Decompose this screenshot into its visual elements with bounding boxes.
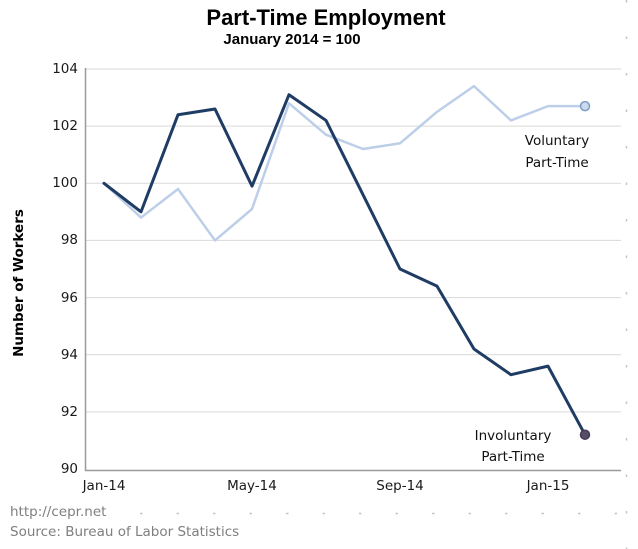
x-tick-label-sep-14: Sep-14 [376, 478, 424, 494]
chart-title: Part-Time Employment [206, 5, 446, 30]
series-label-involuntary-line2: Part-Time [481, 449, 545, 465]
y-tick-label-102: 102 [52, 118, 78, 135]
y-tick-label-90: 90 [60, 461, 78, 477]
y-tick-label-104: 104 [52, 61, 78, 77]
footer-source: Source: Bureau of Labor Statistics [10, 524, 240, 540]
y-tick-label-98: 98 [60, 232, 78, 249]
series-label-involuntary-line1: Involuntary [474, 428, 552, 444]
footer: http://cepr.net Source: Bureau of Labor … [10, 502, 239, 542]
y-tick-label-94: 94 [60, 346, 78, 363]
series-label-voluntary-line1: Voluntary [524, 133, 590, 149]
chart-subtitle: January 2014 = 100 [223, 31, 361, 48]
y-tick-label-96: 96 [60, 289, 78, 306]
line-voluntary-part-time [102, 84, 587, 242]
end-marker-voluntary-part-time [579, 100, 591, 112]
series-label-voluntary-line2: Part-Time [525, 155, 589, 171]
y-tick-label-92: 92 [60, 403, 78, 420]
series-label-voluntary: Voluntary Part-Time [497, 130, 617, 174]
y-tick-label-100: 100 [52, 175, 78, 192]
x-tick-label-may-14: May-14 [227, 478, 277, 494]
x-tick-label-jan-15: Jan-15 [526, 478, 570, 494]
y-axis-title: Number of Workers [11, 209, 27, 357]
footer-url: http://cepr.net [10, 504, 107, 520]
end-marker-involuntary-part-time [579, 429, 591, 440]
line-involuntary-part-time [102, 93, 587, 437]
x-tick-label-jan-14: Jan-14 [82, 478, 126, 494]
series-label-involuntary: Involuntary Part-Time [448, 426, 578, 468]
